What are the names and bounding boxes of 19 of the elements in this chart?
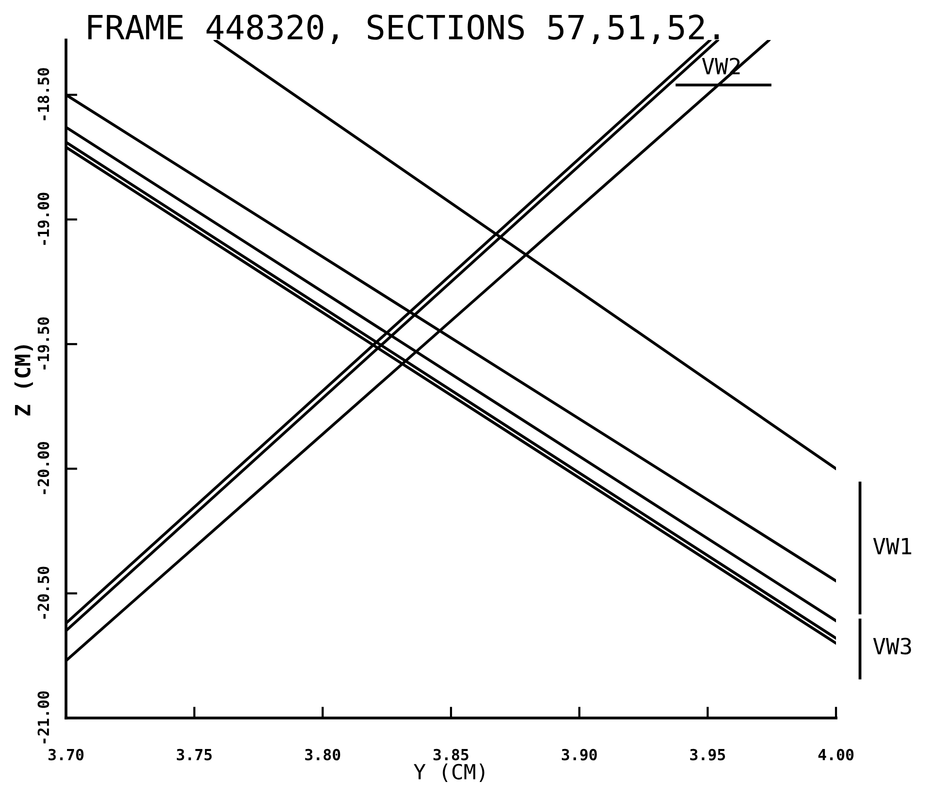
y-tick-label: -20.00 (38, 442, 50, 494)
chart-title: FRAME 448320, SECTIONS 57,51,52. (88, 14, 719, 44)
y-tick-label: -19.50 (38, 317, 50, 370)
x-tick-label: 4.00 (818, 748, 854, 760)
x-tick-label: 3.75 (176, 748, 212, 760)
x-tick-label: 3.95 (690, 748, 726, 760)
x-tick-label: 3.85 (434, 748, 468, 760)
annotation: VW2 (702, 58, 740, 74)
y-tick-label: -20.50 (38, 566, 50, 619)
x-tick-label: 3.70 (48, 748, 84, 760)
y-tick-label: -18.50 (38, 68, 50, 120)
y-axis-title: Z (CM) (14, 345, 33, 416)
x-axis-title: Y (CM) (414, 763, 484, 782)
y-tick-label: -21.00 (38, 691, 50, 744)
x-tick-label: 3.80 (305, 748, 340, 760)
text: VW1 (873, 538, 912, 554)
x-tick-label: 3.90 (562, 748, 597, 760)
text: VW3 (873, 638, 912, 655)
y-tick-label: -19.00 (38, 192, 50, 245)
